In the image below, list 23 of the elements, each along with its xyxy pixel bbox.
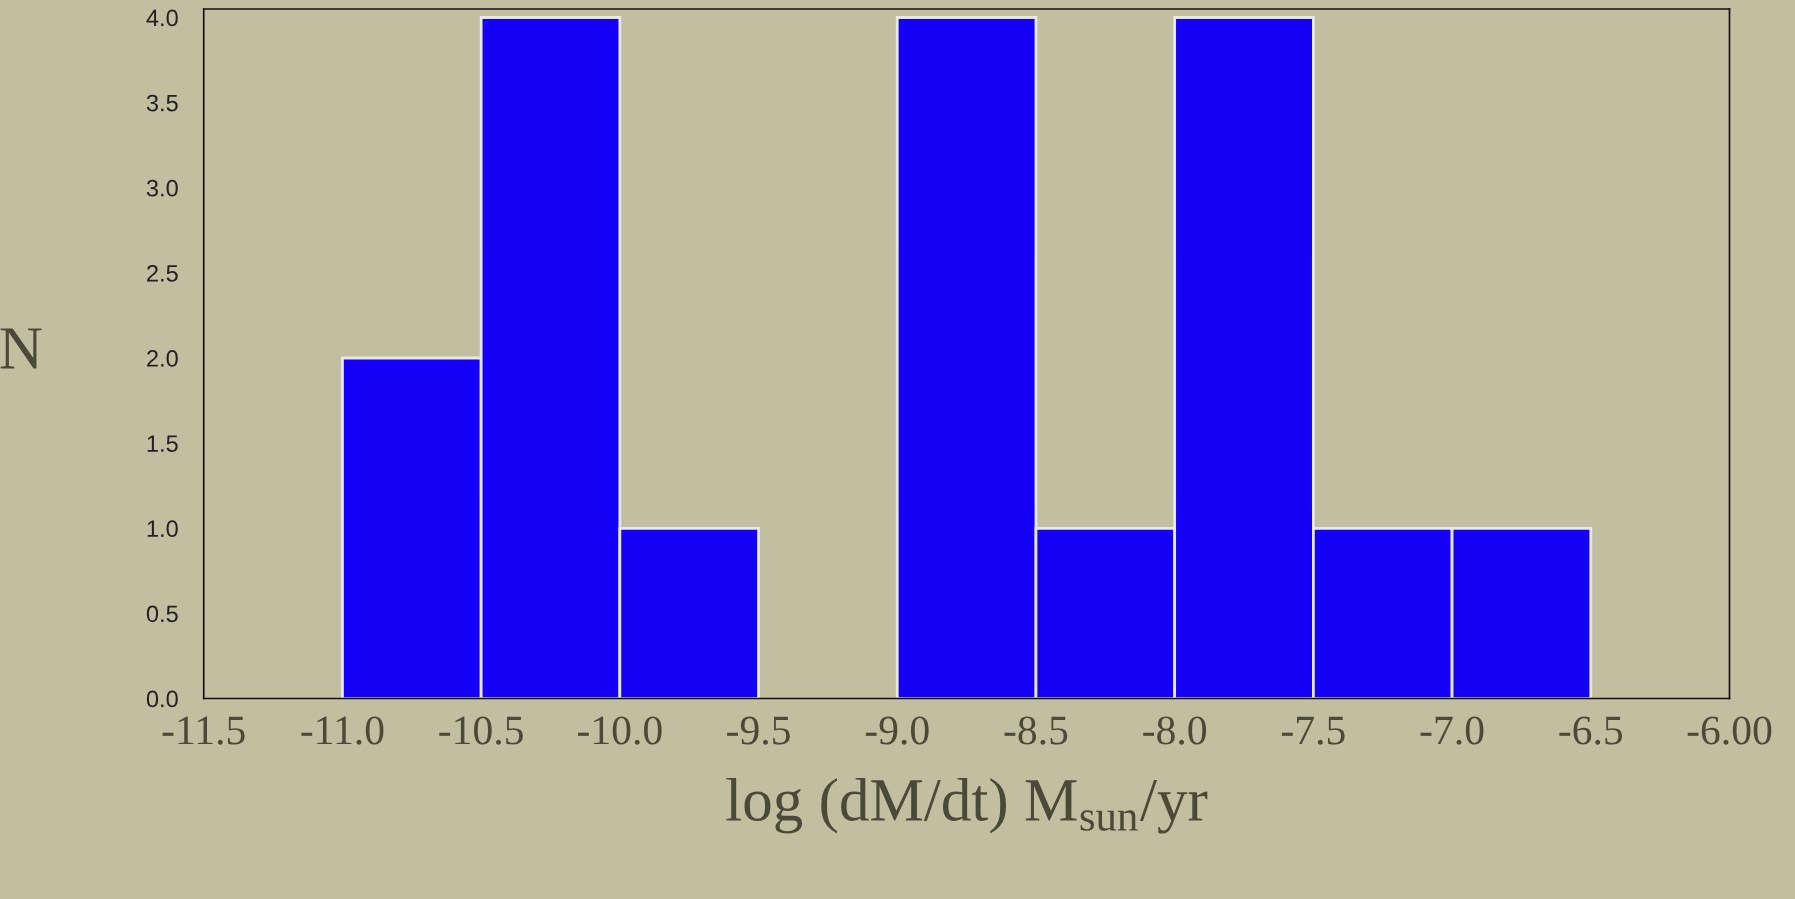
- y-tick-label: 0.0: [146, 690, 178, 708]
- x-axis-title: log (dM/dt) M$_{sun}$/yr: [726, 777, 1208, 834]
- x-tick-label: -7.0: [1420, 716, 1484, 745]
- x-tick-label: -9.5: [727, 716, 790, 745]
- y-tick-label: 0.5: [146, 605, 178, 623]
- y-tick-label: 4.0: [146, 9, 178, 27]
- y-tick-label: 3.5: [146, 94, 178, 112]
- y-tick-label: 1.0: [147, 520, 178, 538]
- x-tick-label: -6.5: [1559, 716, 1623, 745]
- x-tick-label: -6.00: [1687, 716, 1772, 745]
- x-tick-label: -10.5: [439, 716, 523, 745]
- y-axis-title: N: [0, 328, 42, 369]
- x-tick-label: -7.5: [1281, 716, 1345, 745]
- y-tick-label: 2.0: [147, 350, 178, 367]
- x-tick-label: -8.5: [1004, 716, 1068, 745]
- y-tick-label: 3.0: [146, 179, 178, 197]
- x-tick-label: -11.0: [301, 716, 384, 745]
- x-tick-label: -9.0: [865, 716, 929, 745]
- x-tick-label: -11.5: [162, 716, 245, 745]
- x-tick-label: -10.0: [578, 716, 662, 745]
- y-tick-label: 2.5: [147, 264, 178, 282]
- y-tick-label: 1.5: [147, 435, 178, 452]
- x-tick-label: -8.0: [1143, 716, 1207, 745]
